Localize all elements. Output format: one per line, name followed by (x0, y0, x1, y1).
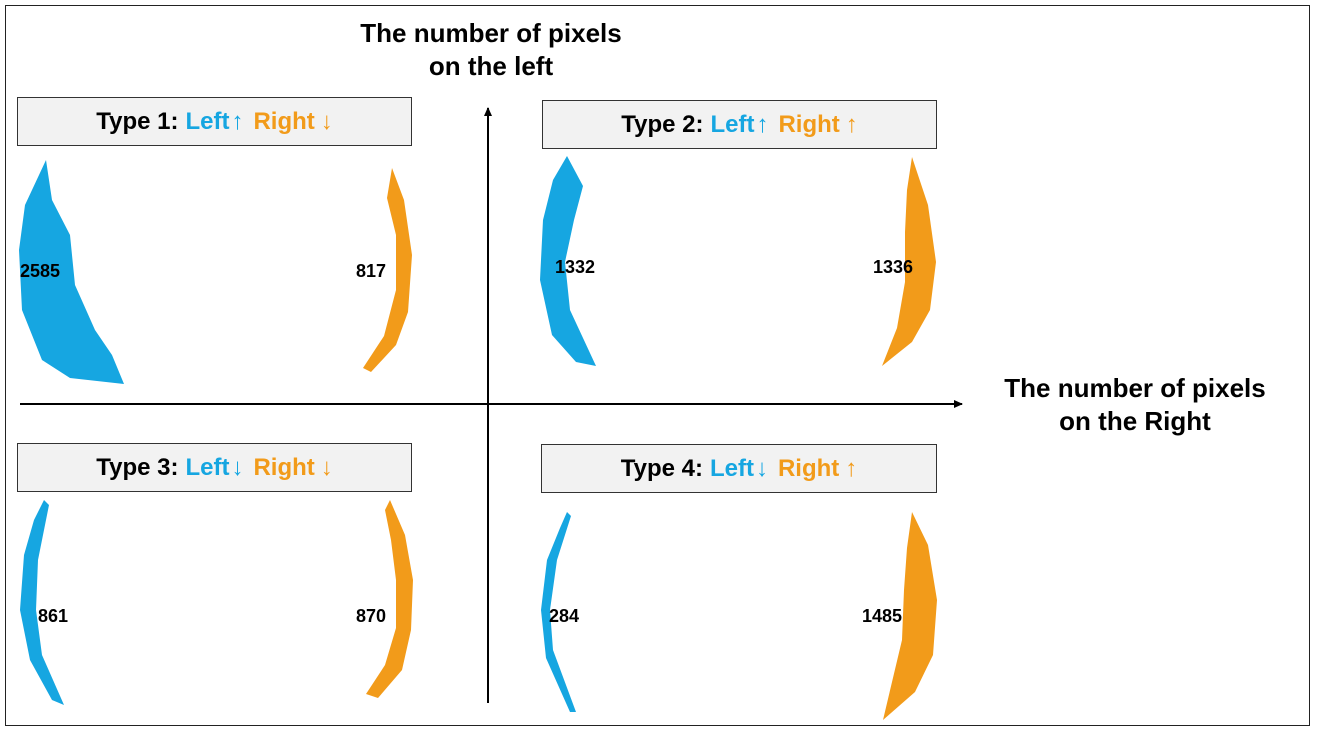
type2-right-label: Right (778, 110, 840, 138)
type3-prefix: Type 3: (96, 453, 179, 481)
type1-right-count: 817 (356, 261, 387, 281)
type2-label-box: Type 2: Left ↑ Right ↑ (542, 100, 937, 149)
type1-right-arrow-icon: ↓ (320, 107, 333, 135)
type4-right-count: 1485 (862, 606, 903, 626)
type4-label-box: Type 4: Left ↓ Right ↑ (541, 444, 937, 493)
figure-frame (5, 5, 1310, 726)
type2-left-arrow-icon: ↑ (756, 110, 769, 138)
type2-right-arrow-icon: ↑ (845, 110, 858, 138)
type1-label-box: Type 1: Left ↑ Right ↓ (17, 97, 412, 146)
type1-left-arrow-icon: ↑ (231, 107, 244, 135)
type3-right-count: 870 (356, 606, 387, 626)
type3-right-arrow-icon: ↓ (320, 453, 333, 481)
type2-right-count: 1336 (873, 257, 914, 277)
type3-label-box: Type 3: Left ↓ Right ↓ (17, 443, 412, 492)
type4-right-label: Right (777, 454, 840, 482)
type1-left-count: 2585 (20, 261, 61, 281)
type2-left-count: 1332 (555, 257, 596, 277)
type4-left-count: 284 (549, 606, 580, 626)
type2-left-label: Left (710, 110, 755, 138)
y-axis-title: The number of pixels on the left (360, 18, 622, 81)
type4-right-arrow-icon: ↑ (845, 454, 858, 482)
type4-left-arrow-icon: ↓ (755, 454, 768, 482)
type4-left-label: Left (709, 454, 754, 482)
type2-prefix: Type 2: (621, 110, 704, 138)
type1-right-label: Right (253, 107, 315, 135)
type1-prefix: Type 1: (96, 107, 179, 135)
type3-left-arrow-icon: ↓ (231, 453, 244, 481)
type3-left-count: 861 (38, 606, 69, 626)
type4-prefix: Type 4: (620, 454, 703, 482)
type3-right-label: Right (253, 453, 315, 481)
type3-left-label: Left (185, 453, 230, 481)
x-axis-title: The number of pixels on the Right (1004, 373, 1266, 436)
type1-left-label: Left (185, 107, 230, 135)
